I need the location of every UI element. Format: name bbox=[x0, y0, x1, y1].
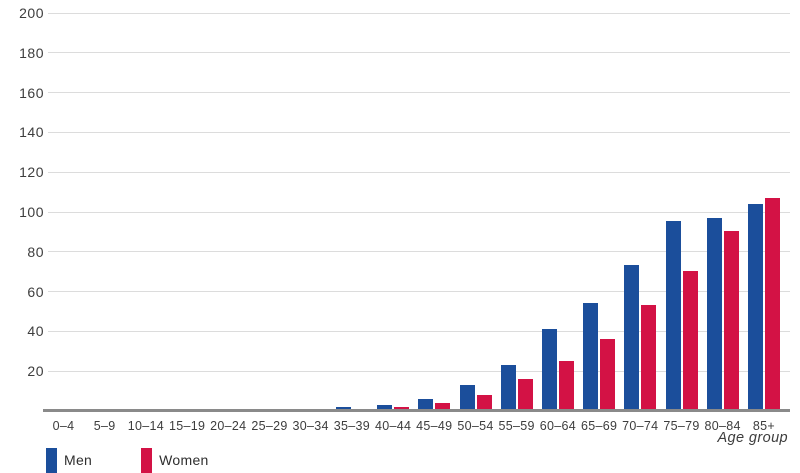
bar-men-40–44 bbox=[377, 404, 393, 411]
x-tick-label: 0–4 bbox=[52, 418, 75, 433]
bar-women-45–49 bbox=[435, 402, 451, 411]
gridline bbox=[48, 370, 790, 372]
bar-men-65–69 bbox=[583, 303, 599, 411]
gridline bbox=[48, 131, 790, 133]
y-tick-label: 160 bbox=[19, 84, 44, 101]
x-tick-label: 40–44 bbox=[374, 418, 412, 433]
x-tick-label: 20–24 bbox=[210, 418, 247, 433]
gridline bbox=[48, 171, 790, 173]
x-axis-line bbox=[43, 409, 790, 412]
x-tick-label: 80–84 bbox=[704, 418, 741, 433]
x-tick-label: 55–59 bbox=[498, 418, 535, 433]
y-tick-label: 120 bbox=[19, 164, 44, 181]
x-tick-label: 75–79 bbox=[663, 418, 700, 433]
legend: Men Women bbox=[46, 448, 209, 473]
gridline bbox=[48, 291, 790, 293]
y-tick-label: 100 bbox=[19, 204, 44, 221]
bar-men-50–54 bbox=[459, 384, 475, 411]
bar-women-60–64 bbox=[558, 360, 574, 411]
x-tick-label: 10–14 bbox=[127, 418, 165, 433]
bar-women-55–59 bbox=[517, 378, 533, 411]
bar-women-40–44 bbox=[394, 406, 410, 411]
bar-men-45–49 bbox=[418, 398, 434, 411]
x-tick-label: 65–69 bbox=[580, 418, 618, 433]
bar-men-75–79 bbox=[665, 221, 681, 411]
legend-swatch-women bbox=[141, 448, 153, 473]
gridline bbox=[48, 211, 790, 213]
x-tick-label: 60–64 bbox=[539, 418, 577, 433]
gridline bbox=[48, 330, 790, 332]
y-tick-label: 40 bbox=[27, 323, 44, 340]
bar-women-75–79 bbox=[682, 271, 698, 411]
legend-label-women: Women bbox=[159, 452, 209, 468]
bar-men-80–84 bbox=[706, 217, 722, 411]
gridline bbox=[48, 52, 790, 54]
y-tick-label: 140 bbox=[19, 124, 44, 141]
gridline bbox=[48, 251, 790, 253]
bar-men-60–64 bbox=[541, 328, 557, 411]
bar-women-50–54 bbox=[476, 394, 492, 411]
gridline bbox=[48, 12, 790, 14]
x-tick-label: 45–49 bbox=[416, 418, 453, 433]
bar-women-65–69 bbox=[600, 338, 616, 411]
bar-men-35–39 bbox=[335, 406, 351, 411]
x-tick-label: 15–19 bbox=[168, 418, 206, 433]
y-tick-label: 20 bbox=[27, 363, 44, 380]
legend-label-men: Men bbox=[64, 452, 93, 468]
x-axis-title: Age group bbox=[717, 430, 788, 446]
x-tick-label: 25–29 bbox=[251, 418, 288, 433]
bar-men-85+ bbox=[747, 203, 763, 411]
x-tick-label: 70–74 bbox=[622, 418, 659, 433]
x-tick-label: 30–34 bbox=[292, 418, 329, 433]
bar-women-70–74 bbox=[641, 305, 657, 411]
y-tick-label: 180 bbox=[19, 44, 44, 61]
x-tick-label: 5–9 bbox=[93, 418, 116, 433]
legend-swatch-men bbox=[46, 448, 57, 473]
bar-men-70–74 bbox=[624, 265, 640, 411]
y-tick-label: 60 bbox=[27, 283, 44, 300]
x-tick-label: 35–39 bbox=[333, 418, 371, 433]
gridline bbox=[48, 92, 790, 94]
bar-women-80–84 bbox=[723, 231, 739, 411]
x-tick-label: 50–54 bbox=[457, 418, 494, 433]
x-tick-label: 85+ bbox=[752, 418, 775, 433]
bar-men-55–59 bbox=[500, 364, 516, 411]
y-tick-label: 80 bbox=[27, 243, 44, 260]
y-tick-label: 200 bbox=[19, 5, 44, 22]
bar-women-85+ bbox=[764, 197, 780, 411]
